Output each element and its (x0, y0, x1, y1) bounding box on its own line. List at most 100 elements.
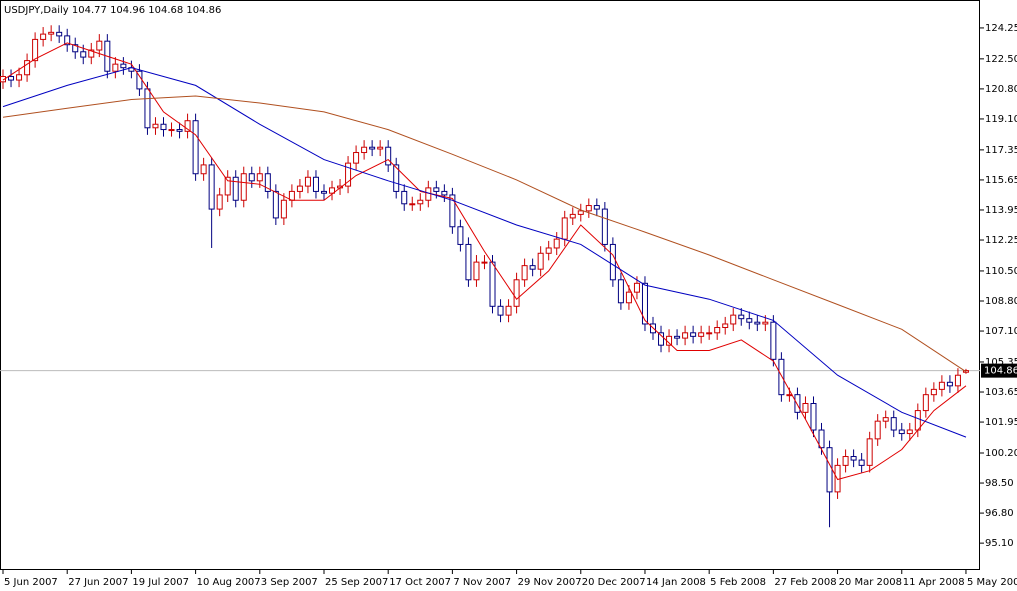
candle-body (96, 40, 103, 51)
candle-body (762, 321, 769, 325)
candle-body (56, 31, 63, 37)
candle-body (224, 176, 231, 196)
candle-body (890, 417, 897, 431)
candle-body (248, 173, 255, 182)
candle-body (8, 76, 15, 81)
candle-body (898, 429, 905, 435)
candle-body (874, 420, 881, 440)
x-tick-label: 3 Sep 2007 (261, 577, 318, 588)
y-tick-label: 115.65 (985, 175, 1017, 186)
candle-body (674, 335, 681, 339)
x-tick-label: 5 Jun 2007 (4, 577, 58, 588)
candle-body (152, 123, 159, 129)
candle-body (264, 173, 271, 192)
candle-body (312, 176, 319, 192)
candle-body (0, 76, 7, 83)
candle-body (433, 187, 440, 192)
candle-body (786, 394, 793, 397)
candle-body (216, 194, 223, 210)
y-tick-label: 112.25 (985, 235, 1017, 246)
candle-body (513, 279, 520, 307)
candle-body (80, 51, 87, 58)
candle-body (481, 261, 488, 264)
candle-body (232, 176, 239, 201)
x-tick-label: 7 Nov 2007 (453, 577, 511, 588)
candle-body (914, 410, 921, 431)
candle-body (529, 265, 536, 270)
candle-body (682, 332, 689, 339)
y-tick-label: 98.50 (985, 478, 1014, 489)
candle-body (794, 394, 801, 413)
candle-body (906, 429, 913, 435)
candle-body (256, 173, 263, 182)
x-tick-label: 29 Nov 2007 (518, 577, 582, 588)
candle-body (553, 238, 560, 249)
candle-body (722, 323, 729, 329)
candle-body (738, 314, 745, 320)
candle-body (810, 403, 817, 431)
candle-body (24, 60, 31, 76)
candle-body (48, 31, 55, 35)
candle-body (385, 146, 392, 166)
candle-body (938, 381, 945, 390)
candle-body (858, 459, 865, 466)
candle-body (40, 33, 47, 40)
candle-body (922, 394, 929, 412)
chart-title: USDJPY,Daily 104.77 104.96 104.68 104.86 (4, 5, 221, 16)
candle-body (489, 261, 496, 307)
candle-body (208, 164, 215, 210)
candle-body (882, 417, 889, 422)
y-tick-label: 110.50 (985, 266, 1017, 277)
y-tick-label: 107.10 (985, 326, 1017, 337)
candle-body (930, 388, 937, 396)
candle-body (658, 332, 665, 346)
candle-body (826, 447, 833, 493)
candle-body (625, 291, 632, 304)
x-tick-label: 14 Jan 2008 (646, 577, 706, 588)
moving-average (2, 95, 967, 373)
candle-body (353, 152, 360, 164)
candle-body (706, 332, 713, 335)
candle-body (633, 282, 640, 293)
candle-body (417, 199, 424, 205)
candle-body (473, 261, 480, 281)
y-tick-label: 103.65 (985, 387, 1017, 398)
candle-body (329, 187, 336, 194)
candle-body (16, 74, 23, 81)
x-tick-label: 19 Jul 2007 (132, 577, 189, 588)
y-tick-label: 119.10 (985, 114, 1017, 125)
candle-body (842, 456, 849, 466)
candle-body (585, 205, 592, 212)
candle-body (280, 199, 287, 219)
candle-body (537, 252, 544, 270)
candle-body (112, 63, 119, 72)
candle-body (778, 358, 785, 396)
candle-body (561, 217, 568, 240)
candle-body (866, 438, 873, 466)
y-tick-label: 96.80 (985, 508, 1014, 519)
candle-body (409, 203, 416, 206)
candle-body (64, 35, 71, 46)
candle-body (641, 282, 648, 325)
y-tick-label: 95.10 (985, 538, 1014, 549)
candle-body (345, 162, 352, 187)
candle-body (770, 321, 777, 360)
candle-body (617, 279, 624, 304)
x-tick-label: 20 Dec 2007 (582, 577, 646, 588)
candle-body (449, 194, 456, 228)
candle-body (698, 332, 705, 337)
y-tick-label: 101.95 (985, 417, 1017, 428)
candle-body (754, 321, 761, 325)
candle-body (730, 314, 737, 325)
candle-body (818, 429, 825, 449)
x-tick-label: 20 Mar 2008 (839, 577, 902, 588)
candle-body (393, 164, 400, 192)
y-tick-label: 100.20 (985, 448, 1017, 459)
last-price-label: 104.86 (984, 366, 1017, 377)
candle-body (144, 88, 151, 129)
y-tick-label: 117.35 (985, 145, 1017, 156)
candle-body (593, 205, 600, 210)
candle-body (304, 176, 311, 187)
candle-body (240, 173, 247, 201)
